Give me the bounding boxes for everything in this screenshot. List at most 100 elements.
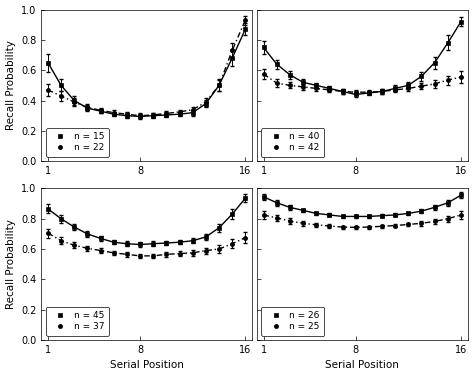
X-axis label: Serial Position: Serial Position	[109, 361, 183, 370]
Legend: n = 40, n = 42: n = 40, n = 42	[262, 128, 324, 157]
n = 37	[124, 252, 130, 256]
n = 15	[72, 98, 77, 103]
n = 37	[150, 254, 156, 258]
n = 37	[72, 243, 77, 247]
n = 22	[216, 83, 222, 88]
n = 42	[419, 84, 424, 88]
n = 45	[58, 217, 64, 221]
n = 45	[45, 206, 51, 211]
n = 42	[432, 82, 438, 86]
n = 15	[229, 56, 235, 60]
n = 25	[261, 213, 266, 217]
n = 22	[150, 113, 156, 117]
n = 22	[98, 108, 103, 113]
n = 42	[313, 86, 319, 91]
n = 22	[243, 18, 248, 23]
n = 26	[405, 211, 411, 216]
n = 45	[177, 240, 182, 244]
n = 40	[445, 41, 451, 45]
n = 42	[274, 81, 280, 85]
n = 40	[313, 83, 319, 88]
n = 22	[124, 112, 130, 117]
n = 26	[261, 194, 266, 199]
n = 37	[216, 247, 222, 251]
n = 40	[327, 86, 332, 91]
n = 22	[190, 108, 196, 112]
n = 26	[327, 213, 332, 217]
n = 40	[432, 61, 438, 65]
Legend: n = 26, n = 25: n = 26, n = 25	[262, 307, 324, 335]
n = 45	[190, 238, 196, 243]
n = 40	[353, 92, 358, 97]
n = 25	[274, 216, 280, 220]
n = 37	[243, 235, 248, 240]
n = 42	[261, 72, 266, 76]
n = 22	[164, 111, 169, 116]
n = 25	[392, 223, 398, 228]
n = 40	[405, 83, 411, 88]
n = 25	[287, 219, 293, 223]
Legend: n = 15, n = 22: n = 15, n = 22	[46, 128, 109, 157]
n = 26	[458, 193, 464, 197]
n = 42	[300, 85, 306, 89]
n = 40	[274, 62, 280, 67]
n = 22	[72, 100, 77, 104]
n = 42	[379, 89, 385, 94]
n = 37	[203, 248, 209, 253]
n = 22	[111, 111, 117, 115]
n = 40	[261, 45, 266, 50]
n = 40	[366, 91, 372, 95]
n = 37	[58, 238, 64, 243]
n = 45	[203, 235, 209, 239]
n = 15	[111, 112, 117, 117]
Line: n = 22: n = 22	[45, 17, 249, 119]
n = 25	[340, 225, 346, 229]
n = 22	[137, 114, 143, 118]
n = 42	[287, 83, 293, 88]
Line: n = 37: n = 37	[45, 230, 249, 259]
n = 45	[164, 241, 169, 245]
n = 45	[137, 242, 143, 247]
n = 25	[300, 221, 306, 226]
n = 15	[216, 83, 222, 88]
n = 42	[405, 86, 411, 91]
n = 37	[229, 241, 235, 246]
n = 25	[353, 225, 358, 230]
n = 15	[164, 113, 169, 117]
n = 40	[379, 89, 385, 94]
n = 40	[458, 20, 464, 24]
n = 15	[150, 114, 156, 118]
n = 26	[300, 208, 306, 213]
n = 25	[419, 221, 424, 226]
n = 25	[313, 223, 319, 227]
n = 15	[45, 61, 51, 65]
n = 15	[84, 106, 90, 111]
Line: n = 45: n = 45	[46, 196, 247, 247]
Line: n = 40: n = 40	[262, 20, 463, 97]
n = 45	[124, 241, 130, 246]
n = 45	[229, 212, 235, 217]
n = 37	[84, 246, 90, 250]
n = 25	[327, 224, 332, 228]
n = 42	[353, 90, 358, 94]
n = 25	[366, 225, 372, 229]
n = 42	[366, 90, 372, 94]
n = 40	[419, 74, 424, 79]
n = 15	[190, 111, 196, 115]
n = 22	[177, 110, 182, 114]
n = 15	[177, 112, 182, 117]
n = 37	[177, 251, 182, 256]
n = 37	[164, 252, 169, 256]
n = 37	[137, 254, 143, 258]
n = 26	[445, 200, 451, 205]
n = 40	[300, 80, 306, 85]
Y-axis label: Recall Probability: Recall Probability	[6, 41, 16, 130]
n = 37	[190, 250, 196, 255]
X-axis label: Serial Position: Serial Position	[325, 361, 399, 370]
n = 26	[432, 205, 438, 209]
n = 22	[45, 88, 51, 92]
n = 26	[313, 211, 319, 216]
n = 45	[98, 236, 103, 241]
n = 25	[405, 222, 411, 227]
n = 26	[287, 205, 293, 209]
